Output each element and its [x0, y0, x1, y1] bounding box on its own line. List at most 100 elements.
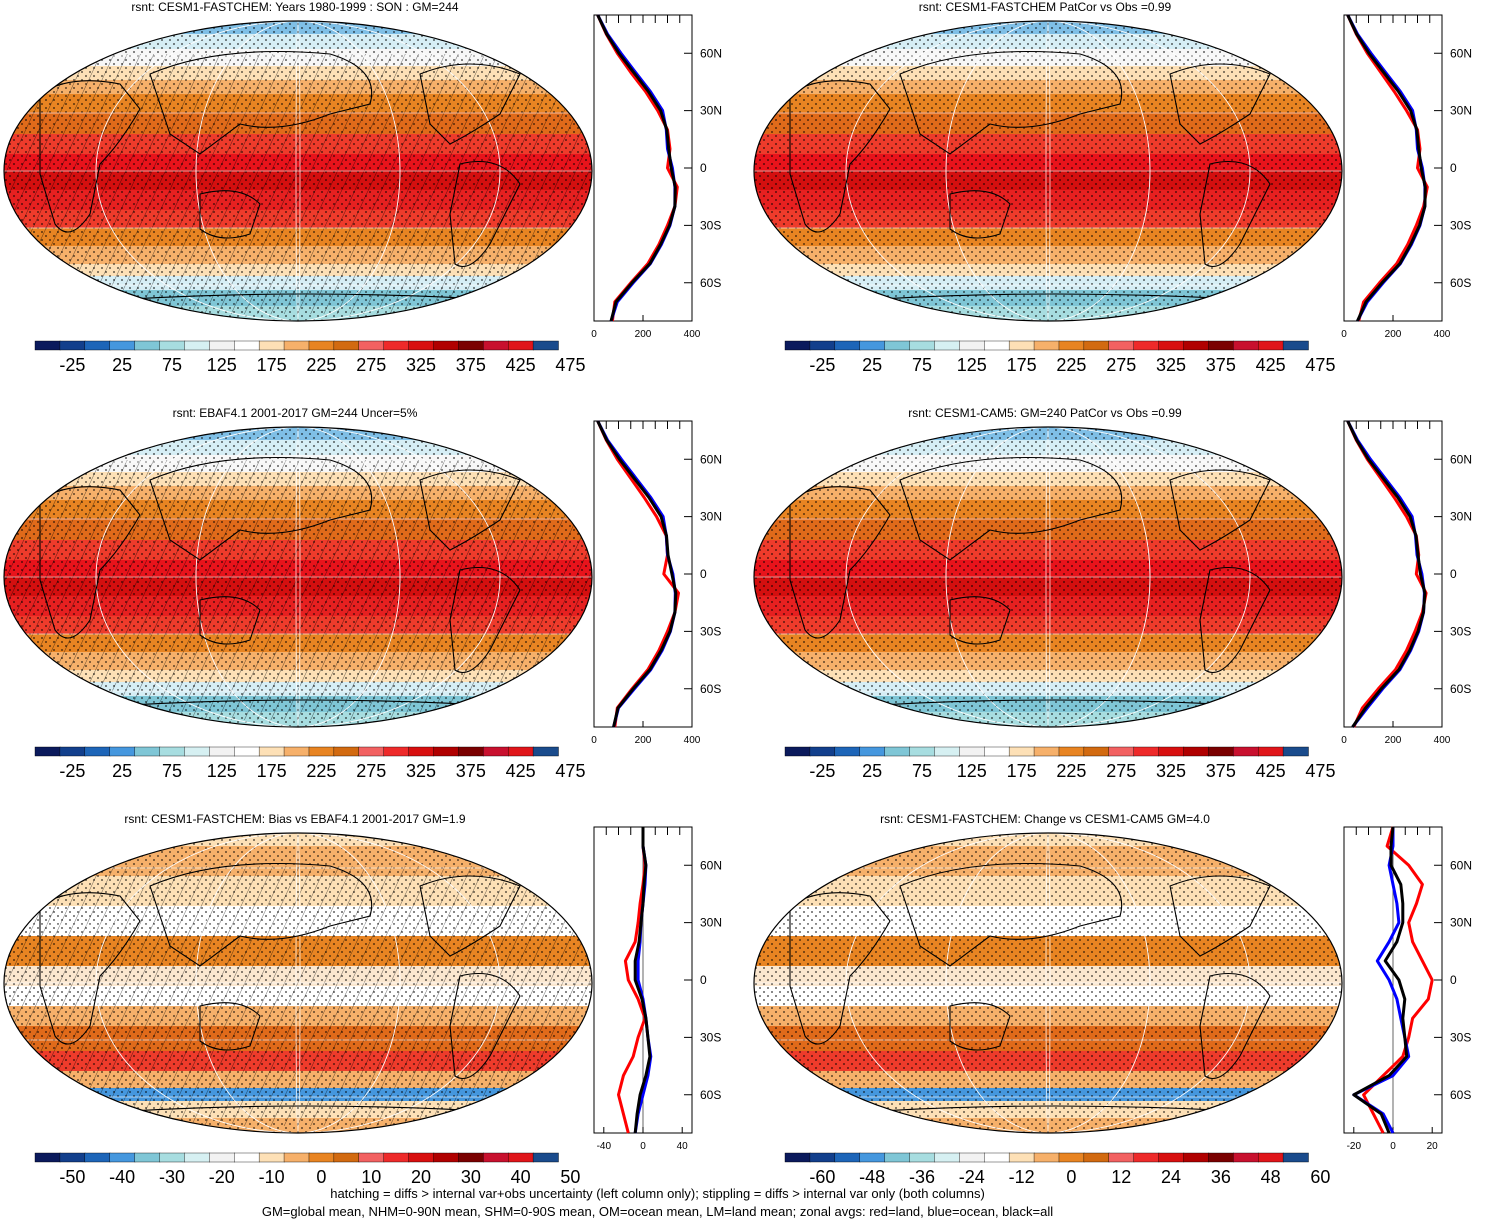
colorbar-swatch	[809, 746, 836, 757]
colorbar-tick-label: 125	[957, 355, 987, 375]
colorbar-swatch	[1158, 1152, 1185, 1163]
colorbar-swatch	[959, 340, 985, 351]
zonal-series-all	[1352, 826, 1409, 1134]
latitude-tick-label: 60N	[1450, 858, 1472, 872]
colorbar-tick-label: -25	[809, 355, 835, 375]
colorbar-swatch	[1133, 340, 1160, 351]
colorbar-swatch	[1233, 1152, 1259, 1163]
colorbar-swatch	[159, 340, 186, 351]
colorbar-tick-label: 375	[456, 761, 486, 781]
colorbar-tick-label: 48	[1261, 1167, 1281, 1187]
colorbar-swatch	[1008, 1152, 1035, 1163]
colorbar-swatch	[1083, 746, 1110, 757]
zonal-x-tick-label: 0	[640, 1141, 646, 1152]
colorbar-swatch	[1108, 1152, 1135, 1163]
colorbar-tick-label: -36	[909, 1167, 935, 1187]
zonal-units-label: W m-2	[1376, 420, 1398, 421]
panel-figure: -25 25 75 125 175 225 275 325 375 425 475 W m-2 60N 3…	[753, 420, 1472, 781]
colorbar-tick-label: 225	[1056, 355, 1086, 375]
colorbar-swatch	[283, 1152, 310, 1163]
zonal-x-tick-label: 200	[1385, 735, 1402, 746]
latitude-tick-label: 30S	[1450, 1030, 1471, 1044]
colorbar-swatch	[383, 340, 410, 351]
colorbar-swatch	[984, 746, 1010, 757]
colorbar-swatch	[1008, 746, 1035, 757]
colorbar-tick-label: 275	[356, 761, 386, 781]
colorbar-tick-label: 10	[361, 1167, 381, 1187]
colorbar-swatch	[934, 746, 961, 757]
colorbar-tick-label: 425	[506, 761, 536, 781]
zonal-x-tick-label: 0	[1341, 735, 1347, 746]
colorbar-swatch	[408, 1152, 435, 1163]
colorbar-swatch	[884, 1152, 911, 1163]
figure-panel-6: rsnt: CESM1-FASTCHEM: Change vs CESM1-CA…	[750, 812, 1485, 1218]
zonal-units-label: W m-2	[1376, 14, 1398, 15]
colorbar-tick-label: 0	[316, 1167, 326, 1187]
colorbar-swatch	[1183, 746, 1210, 757]
colorbar-swatch	[433, 1152, 460, 1163]
colorbar-tick-label: 175	[1007, 761, 1037, 781]
latitude-tick-label: 30N	[700, 510, 722, 524]
zonal-units-text: W m	[626, 420, 643, 421]
colorbar-tick-label: 425	[506, 355, 536, 375]
colorbar-swatch	[859, 746, 886, 757]
colorbar-tick-label: 12	[1111, 1167, 1131, 1187]
colorbar-swatch	[308, 340, 335, 351]
latitude-tick-label: 60S	[1450, 682, 1471, 696]
colorbar-tick-label: 225	[306, 761, 336, 781]
colorbar-swatch	[1208, 746, 1234, 757]
zonal-units-text: W m	[1376, 14, 1393, 15]
panel-title: rsnt: CESM1-FASTCHEM: Change vs CESM1-CA…	[880, 812, 1210, 826]
colorbar-tick-label: 20	[411, 1167, 431, 1187]
colorbar-swatch	[59, 340, 86, 351]
zonal-units-text: W m	[626, 826, 643, 827]
colorbar-swatch	[1083, 1152, 1110, 1163]
colorbar-swatch	[84, 746, 111, 757]
latitude-tick-label: 30S	[700, 218, 721, 232]
latitude-tick-label: 0	[1450, 161, 1457, 175]
latitude-tick-label: 0	[1450, 973, 1457, 987]
colorbar-swatch	[59, 746, 86, 757]
zonal-units-label: W m-2	[1376, 826, 1398, 827]
colorbar-swatch	[809, 1152, 836, 1163]
zonal-average-plot: W m-2 60N 30N 0 30S 60S -40 0 40	[593, 826, 722, 1152]
colorbar-swatch	[34, 340, 61, 351]
colorbar-swatch	[84, 340, 111, 351]
colorbar-tick-label: 75	[162, 761, 182, 781]
panel-title: rsnt: CESM1-CAM5: GM=240 PatCor vs Obs =…	[908, 406, 1182, 420]
colorbar-swatch	[909, 340, 936, 351]
latitude-tick-label: 60N	[700, 858, 722, 872]
latitude-tick-label: 60N	[1450, 46, 1472, 60]
zonal-series-all	[596, 420, 678, 728]
colorbar-swatch	[1233, 746, 1259, 757]
zonal-x-tick-label: -40	[597, 1141, 612, 1152]
colorbar: -25 25 75 125 175 225 275 325 375 425 475	[34, 746, 585, 781]
colorbar-tick-label: 325	[1156, 355, 1186, 375]
colorbar-swatch	[383, 746, 410, 757]
latitude-tick-label: 0	[700, 161, 707, 175]
zonal-series-all	[596, 14, 677, 322]
colorbar-tick-label: 50	[560, 1167, 580, 1187]
colorbar-tick-label: -40	[109, 1167, 135, 1187]
panel-title: rsnt: CESM1-FASTCHEM: Bias vs EBAF4.1 20…	[124, 812, 466, 826]
colorbar-tick-label: -24	[959, 1167, 985, 1187]
zonal-x-tick-label: 200	[635, 735, 652, 746]
colorbar-tick-label: 175	[257, 761, 287, 781]
colorbar-tick-label: 375	[456, 355, 486, 375]
zonal-units-text: W m	[1376, 420, 1393, 421]
colorbar-tick-label: 225	[306, 355, 336, 375]
colorbar-tick-label: 24	[1161, 1167, 1181, 1187]
colorbar-tick-label: 175	[257, 355, 287, 375]
colorbar-swatch	[959, 1152, 985, 1163]
colorbar-swatch	[283, 340, 310, 351]
zonal-x-tick-label: 0	[1390, 1141, 1396, 1152]
colorbar-swatch	[909, 746, 936, 757]
colorbar-tick-label: 25	[112, 355, 132, 375]
colorbar-swatch	[809, 340, 836, 351]
colorbar-tick-label: 75	[912, 761, 932, 781]
colorbar-swatch	[1282, 340, 1309, 351]
colorbar-swatch	[209, 340, 235, 351]
zonal-x-tick-label: 200	[1385, 329, 1402, 340]
colorbar-swatch	[209, 746, 235, 757]
zonal-series-land	[1346, 14, 1429, 322]
